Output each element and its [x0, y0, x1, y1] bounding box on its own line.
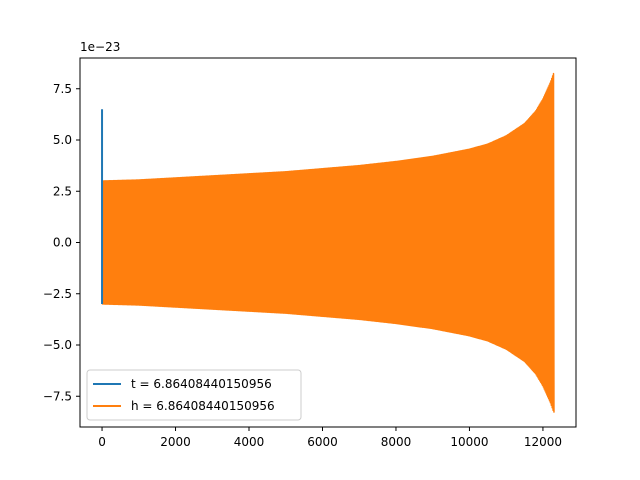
y-tick-label: 5.0: [53, 133, 72, 147]
x-tick-label: 2000: [160, 435, 191, 449]
legend-label-h: h = 6.86408440150956: [131, 399, 275, 413]
series-h-envelope: [102, 72, 554, 413]
x-tick-label: 0: [98, 435, 106, 449]
y-tick-label: −5.0: [43, 338, 72, 352]
legend-label-t: t = 6.86408440150956: [131, 377, 272, 391]
y-tick-label: −7.5: [43, 389, 72, 403]
y-offset-label: 1e−23: [80, 40, 120, 54]
x-tick-label: 12000: [524, 435, 562, 449]
y-tick-label: −2.5: [43, 287, 72, 301]
y-axis: −7.5 −5.0 −2.5 0.0 2.5 5.0 7.5: [43, 82, 80, 403]
x-tick-label: 8000: [381, 435, 412, 449]
x-tick-label: 10000: [450, 435, 488, 449]
legend-box: [86, 369, 302, 421]
y-tick-label: 0.0: [53, 236, 72, 250]
x-tick-label: 6000: [307, 435, 338, 449]
y-tick-label: 2.5: [53, 184, 72, 198]
plot-area: [101, 72, 555, 413]
x-tick-label: 4000: [234, 435, 265, 449]
legend: t = 6.86408440150956 h = 6.8640844015095…: [86, 369, 302, 421]
x-axis: 0 2000 4000 6000 8000 10000 12000: [98, 427, 562, 449]
y-tick-label: 7.5: [53, 82, 72, 96]
